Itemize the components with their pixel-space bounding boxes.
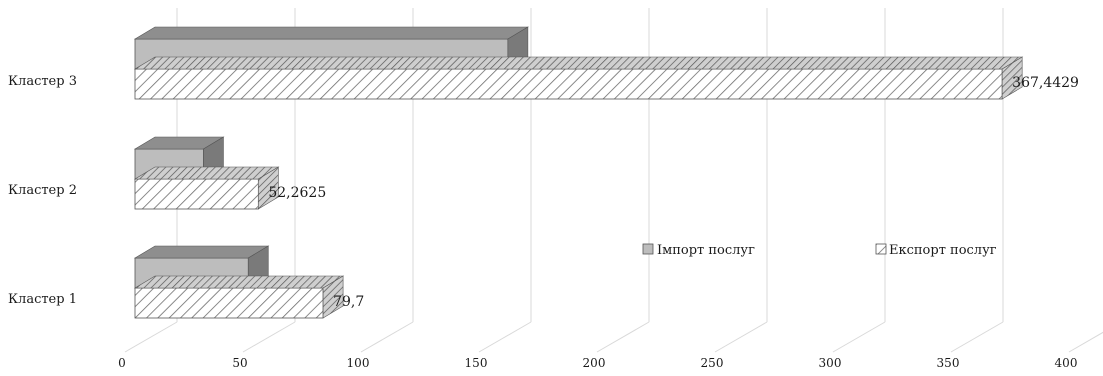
bar-import-top xyxy=(133,245,270,259)
bars xyxy=(133,26,1024,319)
x-tick-label: 0 xyxy=(118,356,126,370)
bar-export-front xyxy=(134,178,259,210)
gridline-floor xyxy=(714,321,768,353)
x-tick-label: 400 xyxy=(1055,356,1078,370)
category-label: Кластер 1 xyxy=(8,292,77,307)
x-tick-label: 250 xyxy=(701,356,724,370)
bar-export-top xyxy=(133,56,1024,70)
x-tick-label: 50 xyxy=(232,356,247,370)
bar-import-top xyxy=(133,26,529,40)
gridline-floor xyxy=(124,321,178,353)
x-tick-label: 350 xyxy=(937,356,960,370)
bar-export xyxy=(133,56,1024,100)
bar-export xyxy=(133,166,280,210)
data-label: 79,7 xyxy=(333,294,364,310)
legend-label-import: Імпорт послуг xyxy=(657,243,755,258)
legend-swatch-export xyxy=(875,243,887,255)
x-tick-label: 100 xyxy=(347,356,370,370)
x-tick-label: 150 xyxy=(465,356,488,370)
bar-export-side xyxy=(258,166,279,210)
bar-export-side xyxy=(1001,56,1023,100)
data-label: 52,2625 xyxy=(268,185,326,201)
bar-export xyxy=(133,275,345,319)
x-tick-label: 200 xyxy=(583,356,606,370)
data-label: 367,4429 xyxy=(1012,75,1079,91)
gridline-floor xyxy=(832,321,886,353)
legend-label-export: Експорт послуг xyxy=(889,243,997,258)
category-label: Кластер 2 xyxy=(8,183,77,198)
gridline-floor xyxy=(596,321,650,353)
gridline-floor xyxy=(478,321,532,353)
category-label: Кластер 3 xyxy=(8,74,77,89)
bar-export-front xyxy=(134,287,324,319)
bar-export-side xyxy=(322,275,344,319)
bar-export-front xyxy=(134,68,1003,100)
gridline-floor xyxy=(242,321,296,353)
gridline-floor xyxy=(950,321,1004,353)
legend-swatch-import xyxy=(642,243,654,255)
bar-export-top xyxy=(133,166,280,180)
legend: Імпорт послуг Експорт послуг xyxy=(642,243,997,258)
gridline-floor xyxy=(1068,331,1103,353)
gridline-floor xyxy=(360,321,414,353)
x-tick-label: 300 xyxy=(819,356,842,370)
labels: 0 50 100 150 200 250 300 350 400 Кластер 1 79,7 Кла… xyxy=(8,74,1079,370)
bar-export-top xyxy=(133,275,345,289)
